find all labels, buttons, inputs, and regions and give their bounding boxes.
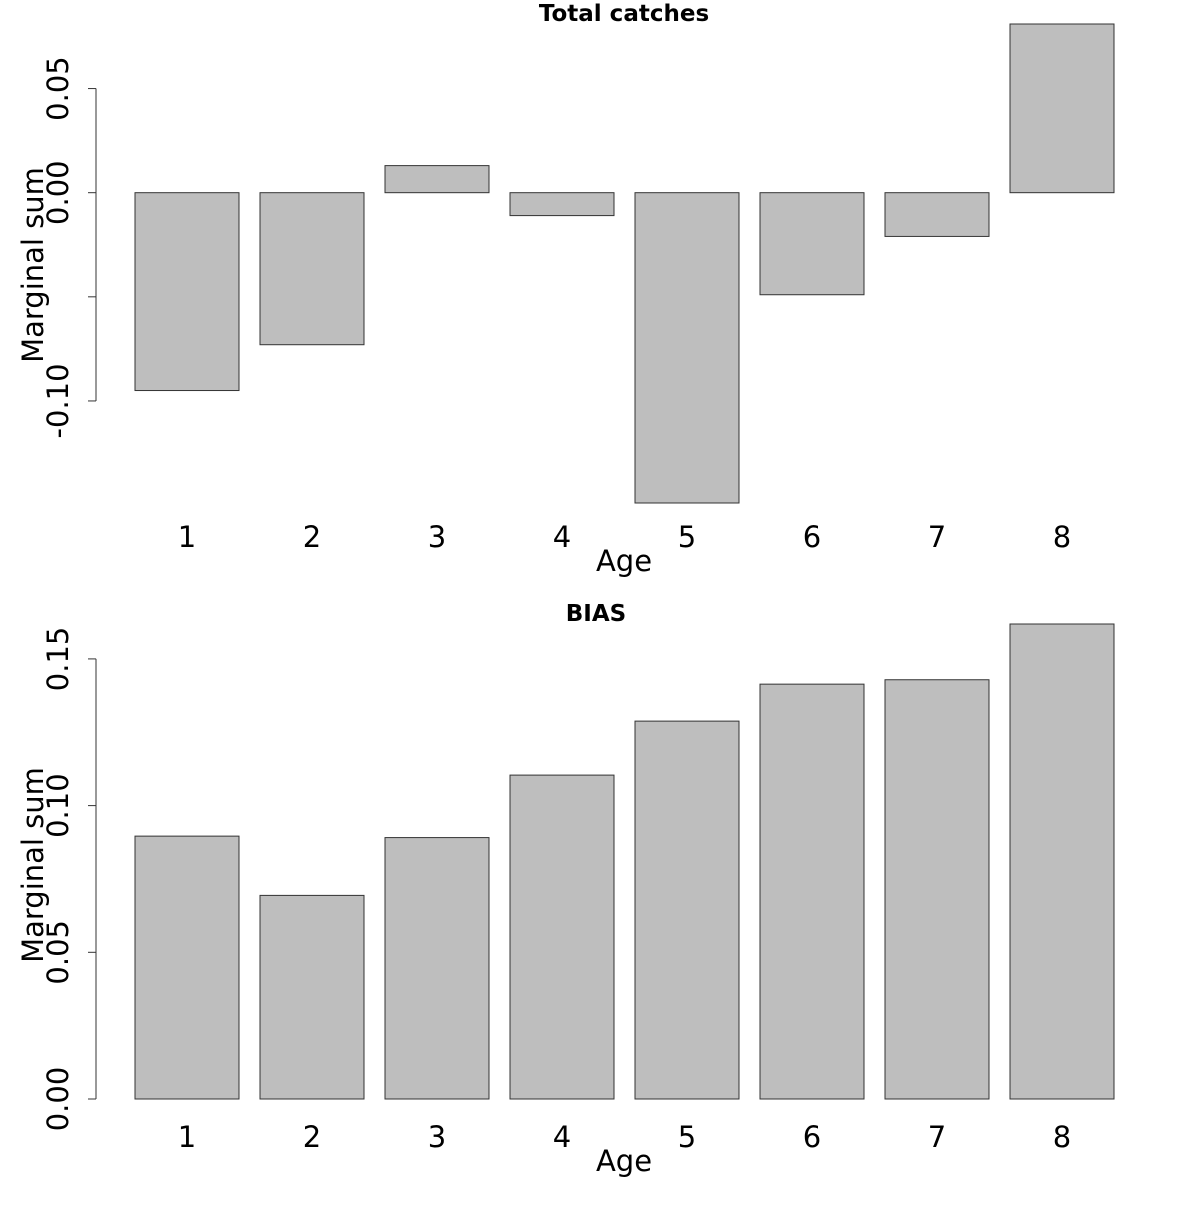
- bar-age-2: [259, 192, 365, 346]
- bar-series: [134, 23, 1115, 504]
- bar-age-6: [759, 683, 865, 1100]
- bar-age-7: [884, 679, 990, 1100]
- y-tick-label: 0.15: [41, 627, 75, 692]
- bar-age-4: [509, 774, 615, 1100]
- x-tick-label: 2: [303, 520, 321, 554]
- bar-age-1: [134, 835, 240, 1100]
- x-axis-label: Age: [596, 544, 652, 578]
- y-axis-label: Marginal sum: [16, 167, 50, 363]
- bar-age-8: [1009, 23, 1115, 194]
- x-tick-label: 4: [553, 1120, 571, 1154]
- bar-age-3: [384, 165, 490, 194]
- bar-series: [134, 623, 1115, 1100]
- x-tick-label: 4: [553, 520, 571, 554]
- bar-age-2: [259, 894, 365, 1100]
- bar-age-4: [509, 192, 615, 217]
- y-axis: -0.10 0.00 0.05: [41, 56, 97, 438]
- x-tick-labels: 1 2 3 4 5 6 7 8: [178, 520, 1071, 554]
- x-tick-label: 8: [1053, 520, 1071, 554]
- bar-age-6: [759, 192, 865, 296]
- x-tick-label: 8: [1053, 1120, 1071, 1154]
- x-tick-label: 7: [928, 1120, 946, 1154]
- y-tick-label: 0.00: [41, 1067, 75, 1132]
- panel-total-catches: Total catches Age Marginal sum -0.10 0.00…: [16, 1, 1115, 578]
- chart-title: BIAS: [566, 601, 626, 627]
- x-tick-label: 2: [303, 1120, 321, 1154]
- x-tick-labels: 1 2 3 4 5 6 7 8: [178, 1120, 1071, 1154]
- bar-age-1: [134, 192, 240, 392]
- x-tick-label: 1: [178, 1120, 196, 1154]
- bar-age-7: [884, 192, 990, 237]
- x-axis-label: Age: [596, 1144, 652, 1178]
- chart-title: Total catches: [539, 1, 709, 27]
- x-tick-label: 3: [428, 1120, 446, 1154]
- y-tick-label: -0.10: [41, 363, 75, 438]
- x-tick-label: 6: [803, 520, 821, 554]
- bar-age-5: [634, 192, 740, 504]
- bar-age-3: [384, 837, 490, 1100]
- bar-age-8: [1009, 623, 1115, 1100]
- x-tick-label: 5: [678, 1120, 696, 1154]
- y-tick-label: 0.05: [41, 56, 75, 121]
- y-axis: 0.00 0.05 0.10 0.15: [41, 627, 97, 1132]
- x-tick-label: 3: [428, 520, 446, 554]
- y-tick-label: 0.05: [41, 920, 75, 985]
- y-axis-label: Marginal sum: [16, 767, 50, 963]
- x-tick-label: 1: [178, 520, 196, 554]
- x-tick-label: 6: [803, 1120, 821, 1154]
- bar-age-5: [634, 720, 740, 1100]
- x-tick-label: 7: [928, 520, 946, 554]
- panel-bias: BIAS Age Marginal sum 0.00 0.05 0.10 0.15 1…: [16, 601, 1115, 1178]
- y-tick-label: 0.10: [41, 773, 75, 838]
- x-tick-label: 5: [678, 520, 696, 554]
- y-tick-label: 0.00: [41, 160, 75, 225]
